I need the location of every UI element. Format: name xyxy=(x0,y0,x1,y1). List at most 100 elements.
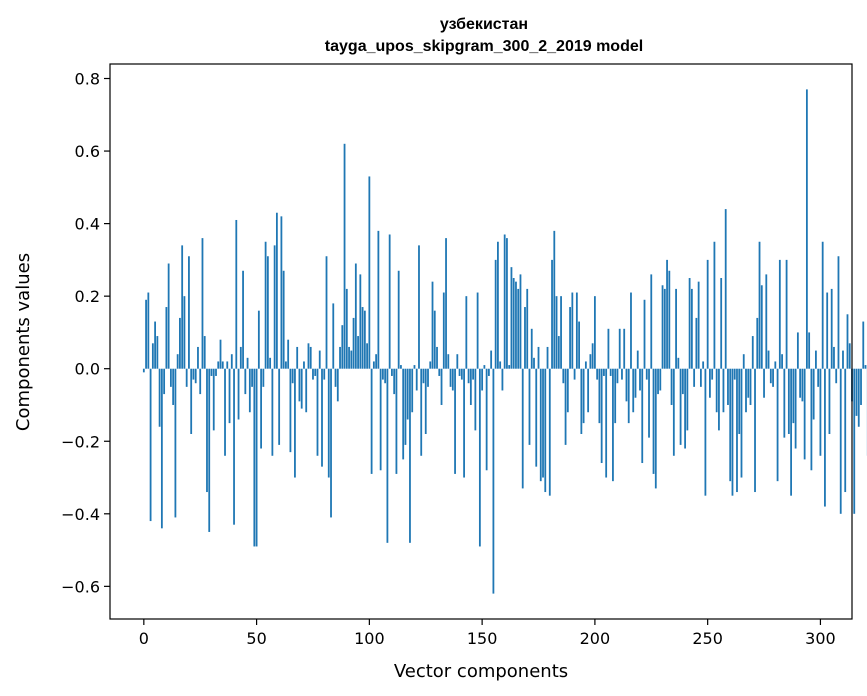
bar-287 xyxy=(790,368,792,496)
bar-280 xyxy=(774,361,777,369)
bar-116 xyxy=(404,368,407,445)
bar-310 xyxy=(842,350,844,369)
bar-318 xyxy=(860,368,862,405)
bar-6 xyxy=(156,336,159,369)
bar-64 xyxy=(287,339,290,369)
bar-123 xyxy=(420,368,423,456)
bar-295 xyxy=(808,332,811,369)
bar-315 xyxy=(853,368,856,514)
bar-245 xyxy=(695,317,698,369)
bar-135 xyxy=(447,354,450,369)
bar-199 xyxy=(591,343,594,369)
bar-192 xyxy=(575,292,578,369)
bar-134 xyxy=(445,238,447,369)
bar-74 xyxy=(309,346,312,369)
bar-152 xyxy=(485,368,488,471)
bar-150 xyxy=(481,368,484,391)
bar-291 xyxy=(799,368,802,398)
bar-160 xyxy=(503,234,506,369)
bar-161 xyxy=(506,238,508,369)
bar-8 xyxy=(160,368,163,529)
bar-68 xyxy=(296,346,299,369)
bar-92 xyxy=(350,350,353,369)
bar-131 xyxy=(438,368,441,376)
bar-100 xyxy=(368,176,371,369)
bar-234 xyxy=(670,368,673,405)
bar-262 xyxy=(733,368,736,380)
bar-303 xyxy=(826,292,829,369)
bar-106 xyxy=(381,368,384,380)
bar-265 xyxy=(740,368,743,478)
bars-group xyxy=(142,89,867,594)
bar-33 xyxy=(217,361,220,369)
bar-58 xyxy=(273,245,276,369)
bar-85 xyxy=(334,368,337,387)
bar-174 xyxy=(535,368,538,467)
bar-243 xyxy=(690,288,693,369)
bar-35 xyxy=(221,361,224,369)
plot-frame xyxy=(109,63,853,620)
bar-231 xyxy=(663,288,666,369)
bar-15 xyxy=(176,354,179,369)
bar-196 xyxy=(584,361,587,369)
bar-145 xyxy=(469,368,472,405)
bar-144 xyxy=(467,368,470,384)
bar-216 xyxy=(630,292,632,369)
bar-50 xyxy=(255,368,258,547)
bar-237 xyxy=(677,357,680,369)
bar-66 xyxy=(291,368,294,384)
x-axis-ticks: 0 50 100 150 200 250 300 xyxy=(139,619,836,648)
bar-238 xyxy=(679,368,682,445)
bar-203 xyxy=(600,368,603,464)
y-tick-label: 0.2 xyxy=(75,287,100,306)
bar-133 xyxy=(442,292,445,369)
bar-88 xyxy=(341,325,344,369)
bar-142 xyxy=(463,368,465,478)
bar-94 xyxy=(354,263,357,369)
bar-55 xyxy=(266,256,269,369)
bar-285 xyxy=(785,259,788,369)
bar-52 xyxy=(260,368,262,449)
x-axis-label: Vector components xyxy=(394,661,568,682)
bar-16 xyxy=(179,317,181,369)
bar-170 xyxy=(526,288,529,369)
bar-224 xyxy=(648,368,650,438)
bar-290 xyxy=(796,332,799,369)
bar-185 xyxy=(560,296,562,369)
bar-158 xyxy=(499,361,502,369)
bar-61 xyxy=(280,216,283,369)
bar-286 xyxy=(787,368,790,434)
bar-223 xyxy=(645,368,648,380)
bar-204 xyxy=(603,368,605,376)
bar-298 xyxy=(815,350,817,369)
bar-75 xyxy=(312,368,314,380)
bar-308 xyxy=(837,256,840,369)
bar-138 xyxy=(454,368,456,474)
bar-255 xyxy=(718,368,720,431)
bar-222 xyxy=(643,299,646,369)
bar-82 xyxy=(327,368,330,478)
bar-211 xyxy=(618,328,621,369)
x-tick-label: 250 xyxy=(692,629,723,648)
bar-143 xyxy=(465,296,468,369)
bar-27 xyxy=(203,336,206,369)
bar-149 xyxy=(478,368,481,547)
bar-269 xyxy=(749,368,752,405)
bar-69 xyxy=(298,368,301,402)
y-tick-label: 0.4 xyxy=(75,215,100,234)
bar-248 xyxy=(702,361,705,369)
bar-181 xyxy=(551,259,553,369)
bar-113 xyxy=(397,270,400,369)
bar-209 xyxy=(614,368,617,424)
bar-4 xyxy=(151,343,154,369)
x-tick-label: 300 xyxy=(805,629,836,648)
bar-41 xyxy=(235,219,238,369)
bar-311 xyxy=(844,368,847,493)
bar-306 xyxy=(833,346,835,369)
bar-3 xyxy=(149,368,152,522)
bar-261 xyxy=(731,368,734,496)
bar-47 xyxy=(248,368,251,413)
bar-320 xyxy=(864,365,867,369)
bar-189 xyxy=(569,307,571,369)
bar-215 xyxy=(627,368,630,424)
